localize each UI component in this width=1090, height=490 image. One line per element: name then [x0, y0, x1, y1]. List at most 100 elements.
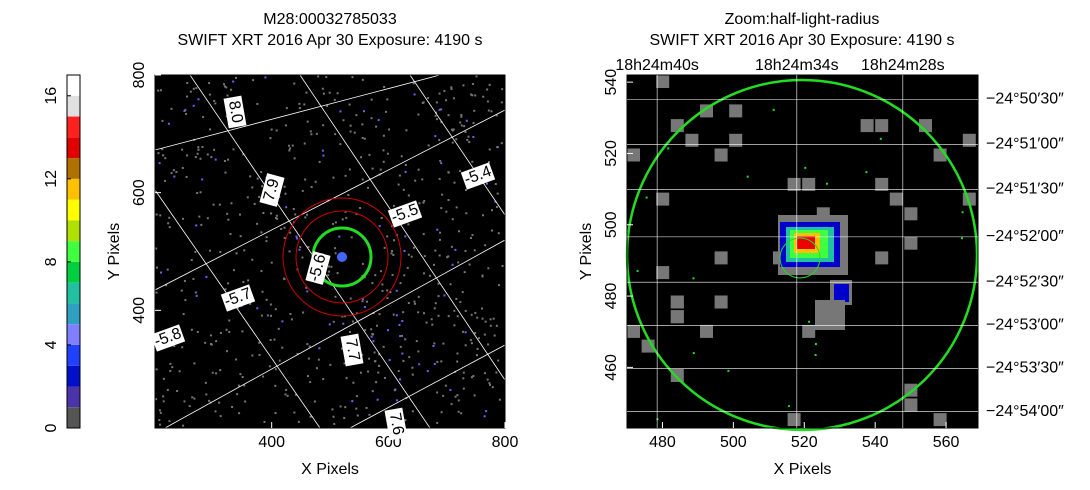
count-pixel	[361, 262, 364, 265]
count-pixel	[399, 345, 402, 348]
count-pixel	[296, 237, 299, 240]
count-pixel	[670, 295, 684, 309]
count-pixel	[401, 320, 404, 323]
count-pixel	[462, 84, 465, 87]
count-pixel	[214, 158, 217, 161]
count-pixel	[243, 384, 246, 387]
count-pixel	[293, 157, 296, 160]
count-pixel	[321, 87, 324, 90]
count-pixel	[670, 310, 684, 324]
count-pixel	[284, 124, 287, 127]
count-pixel	[303, 103, 306, 106]
count-pixel	[497, 284, 500, 287]
count-pixel	[277, 327, 280, 330]
count-pixel	[476, 347, 479, 350]
count-pixel	[275, 216, 278, 219]
count-pixel	[192, 277, 195, 280]
count-pixel	[377, 364, 380, 367]
count-pixel	[309, 381, 312, 384]
count-pixel	[481, 214, 484, 217]
count-pixel	[667, 147, 670, 150]
count-pixel	[307, 357, 310, 360]
count-pixel	[307, 375, 310, 378]
count-pixel	[714, 148, 728, 162]
count-pixel	[334, 133, 337, 136]
colorbar-segment	[67, 178, 80, 200]
count-pixel	[423, 312, 426, 315]
count-pixel	[284, 192, 287, 195]
count-pixel	[162, 154, 165, 157]
count-pixel	[422, 233, 425, 236]
count-pixel	[162, 395, 165, 398]
count-pixel	[208, 93, 211, 96]
count-pixel	[231, 405, 234, 408]
count-pixel	[372, 333, 375, 336]
count-pixel	[481, 275, 484, 278]
count-pixel	[961, 211, 964, 214]
annotation-box	[223, 95, 247, 129]
count-pixel	[484, 320, 487, 323]
count-pixel	[343, 362, 346, 365]
count-pixel	[341, 218, 344, 221]
count-pixel	[338, 235, 341, 238]
count-pixel	[224, 171, 227, 174]
count-pixel	[215, 340, 218, 343]
count-pixel	[181, 166, 184, 169]
count-pixel	[307, 245, 310, 248]
count-pixel	[436, 360, 439, 363]
count-pixel	[933, 413, 947, 427]
count-pixel	[487, 267, 490, 270]
count-pixel	[494, 200, 497, 203]
count-pixel	[195, 87, 198, 90]
count-pixel	[875, 119, 889, 133]
count-pixel	[455, 297, 458, 300]
x-tick-label: 500	[720, 434, 747, 451]
count-pixel	[232, 148, 235, 151]
y2-tick-label: −24°52′30″	[986, 273, 1064, 290]
count-pixel	[293, 82, 296, 85]
count-pixel	[470, 313, 473, 316]
count-pixel	[157, 152, 160, 155]
count-pixel	[496, 192, 499, 195]
count-pixel	[467, 135, 470, 138]
count-pixel	[462, 371, 465, 374]
count-pixel	[402, 359, 405, 362]
y2-tick-label: −24°53′00″	[986, 317, 1064, 334]
count-pixel	[193, 362, 196, 365]
count-pixel	[746, 175, 749, 178]
count-pixel	[495, 371, 498, 374]
count-pixel	[342, 322, 345, 325]
count-pixel	[435, 101, 438, 104]
count-pixel	[227, 282, 230, 285]
count-pixel	[362, 110, 365, 113]
count-pixel	[450, 403, 453, 406]
count-pixel	[361, 178, 364, 181]
count-pixel	[417, 311, 420, 314]
count-pixel	[265, 236, 268, 239]
count-pixel	[406, 266, 409, 269]
count-pixel	[218, 203, 221, 206]
count-pixel	[397, 370, 400, 373]
count-pixel	[361, 123, 364, 126]
count-pixel	[417, 350, 420, 353]
count-pixel	[426, 369, 429, 372]
source	[337, 252, 347, 262]
count-pixel	[304, 216, 307, 219]
count-pixel	[437, 314, 440, 317]
count-pixel	[280, 227, 283, 230]
count-pixel	[339, 110, 342, 113]
count-pixel	[440, 207, 443, 210]
count-pixel	[404, 235, 407, 238]
count-pixel	[195, 294, 198, 297]
count-pixel	[322, 124, 325, 127]
count-pixel	[497, 232, 500, 235]
count-pixel	[875, 251, 889, 265]
count-pixel	[670, 369, 684, 382]
count-pixel	[317, 75, 320, 78]
count-pixel	[164, 179, 167, 182]
count-pixel	[456, 360, 459, 363]
count-pixel	[402, 311, 405, 314]
count-pixel	[486, 378, 489, 381]
count-pixel	[488, 148, 491, 151]
count-pixel	[162, 377, 165, 380]
